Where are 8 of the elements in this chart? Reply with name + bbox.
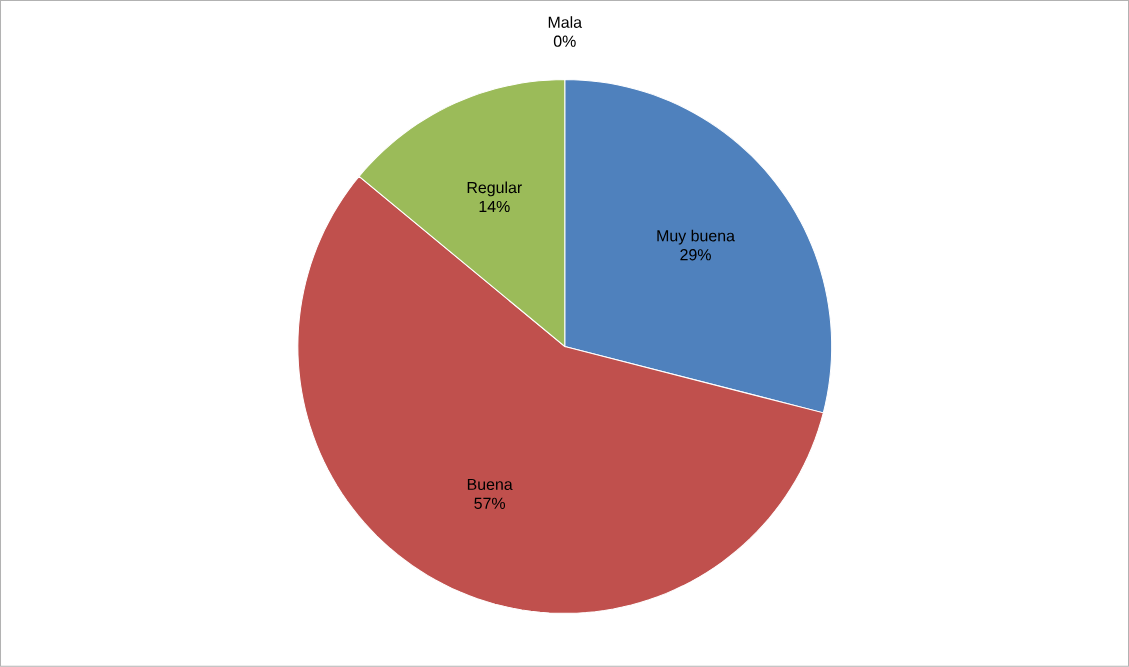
slice-label: Regular [467, 181, 522, 197]
text: 0% [553, 35, 576, 47]
slice-label: Buena [467, 479, 513, 491]
data-label: 29% [680, 249, 711, 261]
data-label: 14% [479, 200, 510, 213]
category-label: Mala [548, 16, 583, 29]
data-label: 57% [474, 497, 506, 510]
slice-label: Muy buena [657, 229, 735, 245]
